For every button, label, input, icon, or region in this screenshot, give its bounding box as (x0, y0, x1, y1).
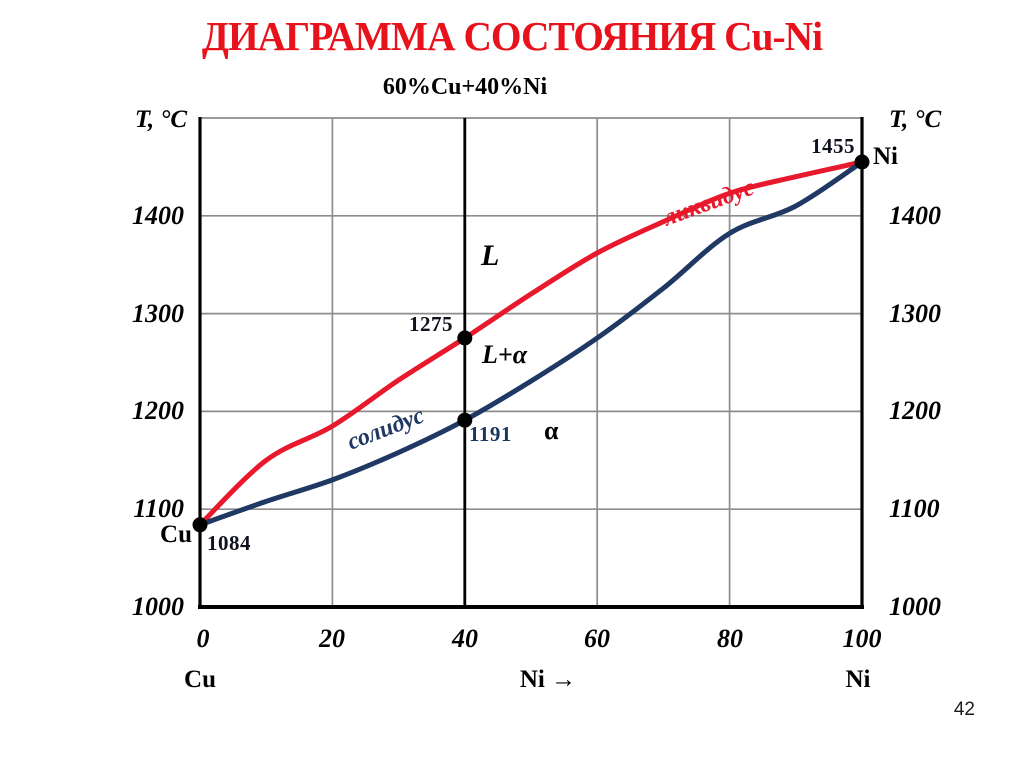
solidus-point-1191: 1191 (469, 422, 512, 446)
x-tick-label: 20 (319, 624, 345, 653)
phase-label-alpha: α (544, 416, 559, 445)
y-tick-label: 1400 (889, 201, 941, 230)
liquidus-point-1275: 1275 (409, 312, 453, 336)
melting-point-cu: 1084 (207, 531, 251, 555)
y-tick-label: 1400 (132, 201, 184, 230)
x-tick-label: 60 (584, 624, 610, 653)
x-axis-label-ni: Ni (845, 666, 871, 693)
page-number: 42 (953, 699, 975, 720)
x-tick-label: 80 (717, 624, 743, 653)
x-tick-label: 40 (452, 624, 478, 653)
y-tick-label: 1300 (889, 299, 941, 328)
x-tick-label: 100 (842, 624, 882, 653)
y-tick-label: 1100 (889, 494, 940, 523)
ni-point-label: Ni (873, 143, 898, 170)
y-tick-label: 1000 (889, 592, 941, 621)
melting-point-ni: 1455 (811, 134, 855, 158)
x-tick-label: 0 (196, 624, 210, 653)
y-tick-label: 1300 (132, 299, 184, 328)
y-tick-label: 1200 (889, 396, 941, 425)
composition-subtitle: 60%Cu+40%Ni (382, 74, 548, 100)
y-axis-title-left: T, °C (134, 106, 187, 133)
y-axis-title-right: T, °C (889, 106, 942, 133)
cu-point-label: Cu (160, 521, 192, 548)
y-tick-label: 1100 (133, 494, 184, 523)
page-title: ДИАГРАММА СОСТОЯНИЯ Cu-Ni (201, 13, 823, 59)
x-axis-label-cu: Cu (184, 666, 216, 693)
x-axis-label-ni-arrow: Ni → (519, 666, 577, 693)
phase-label-liquid-solid: L+α (482, 340, 528, 369)
phase-label-liquid: L (481, 239, 500, 272)
y-tick-label: 1200 (132, 396, 184, 425)
y-tick-label: 1000 (132, 592, 184, 621)
